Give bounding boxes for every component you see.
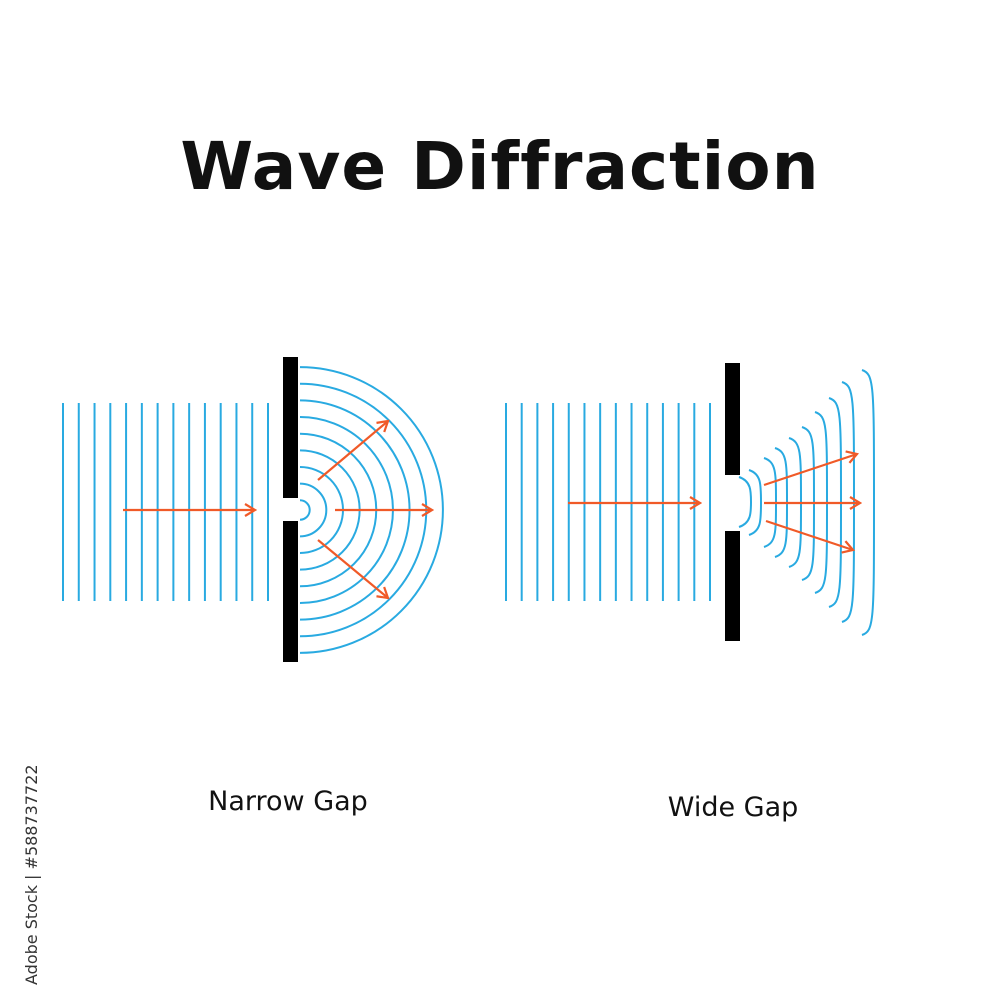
- curved-wavefront: [861, 369, 875, 636]
- circular-wavefront: [299, 499, 311, 521]
- diffracted-arrow-up: [317, 421, 388, 481]
- diffracted-arrow-up: [763, 454, 857, 487]
- curved-wavefront: [738, 476, 753, 528]
- circular-wavefront: [299, 366, 444, 654]
- diffracted-arrow-down: [765, 519, 853, 550]
- wide-gap-diagram: [505, 363, 875, 641]
- circular-wavefront: [299, 482, 328, 538]
- barrier-top: [283, 357, 298, 498]
- diagram-title: Wave Diffraction: [180, 128, 820, 205]
- narrow-gap-diagram: [62, 357, 444, 662]
- diffracted-arrow-down: [317, 539, 388, 598]
- barrier-bottom: [283, 521, 298, 662]
- curved-wavefront: [748, 469, 762, 536]
- narrow-gap-label: Narrow Gap: [208, 786, 368, 817]
- barrier-bottom: [725, 531, 740, 641]
- barrier-top: [725, 363, 740, 475]
- wide-gap-label: Wide Gap: [667, 792, 799, 823]
